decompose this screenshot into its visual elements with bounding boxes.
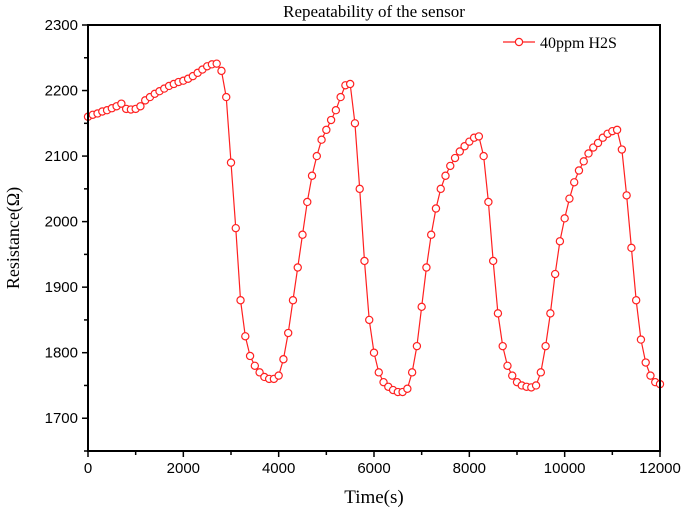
data-point xyxy=(631,296,641,305)
data-point xyxy=(436,184,445,194)
y-axis-label: Resistance(Ω) xyxy=(3,187,24,289)
y-tick-label: 2100 xyxy=(45,148,78,165)
legend-marker xyxy=(514,37,524,47)
y-tick-label: 2000 xyxy=(45,214,78,231)
data-point xyxy=(274,371,283,380)
x-tick-label: 4000 xyxy=(262,460,295,477)
data-point xyxy=(584,149,593,158)
y-tick-label: 1900 xyxy=(45,279,78,296)
data-point xyxy=(431,204,441,213)
data-point xyxy=(293,263,302,272)
data-point xyxy=(493,309,503,318)
data-point xyxy=(574,166,584,175)
series-line xyxy=(87,63,661,393)
data-point xyxy=(222,92,231,102)
plot-frame xyxy=(87,24,661,452)
legend-label: 40ppm H2S xyxy=(540,35,617,52)
data-point xyxy=(565,194,574,203)
data-point xyxy=(627,243,636,253)
data-point xyxy=(355,184,364,194)
data-point xyxy=(484,197,493,207)
data-point xyxy=(579,157,588,166)
y-tick-label: 1800 xyxy=(45,345,78,362)
data-point xyxy=(360,256,369,266)
data-point xyxy=(498,341,507,351)
data-point xyxy=(369,348,379,357)
data-point xyxy=(307,171,317,180)
x-tick-label: 10000 xyxy=(544,460,586,477)
data-point xyxy=(536,368,546,377)
x-tick-label: 6000 xyxy=(357,460,390,477)
data-point xyxy=(622,191,631,200)
data-point xyxy=(555,237,565,246)
data-point xyxy=(550,269,560,279)
data-point xyxy=(570,178,579,187)
data-point xyxy=(560,214,569,223)
data-point xyxy=(284,328,293,338)
data-point xyxy=(541,341,550,351)
data-point xyxy=(279,355,288,364)
data-point xyxy=(636,335,646,344)
data-point xyxy=(417,302,426,312)
data-point xyxy=(508,371,517,380)
data-point xyxy=(298,230,307,239)
data-point xyxy=(217,66,226,76)
data-point xyxy=(474,132,484,141)
x-tick-label: 0 xyxy=(84,460,92,477)
data-point xyxy=(350,119,360,128)
y-tick-label: 2300 xyxy=(45,17,78,34)
data-point xyxy=(646,371,655,380)
data-point xyxy=(503,361,512,370)
data-point xyxy=(427,230,436,239)
data-point xyxy=(641,358,650,367)
data-point xyxy=(403,384,412,393)
x-tick-label: 8000 xyxy=(453,460,486,477)
data-point xyxy=(422,263,431,272)
data-point xyxy=(312,151,321,161)
data-point xyxy=(303,197,312,207)
x-tick-label: 2000 xyxy=(167,460,200,477)
data-point xyxy=(374,368,383,377)
data-point xyxy=(446,161,455,171)
data-point xyxy=(331,105,341,115)
data-point xyxy=(617,145,627,154)
data-point xyxy=(488,256,498,266)
legend: 40ppm H2S xyxy=(503,35,617,52)
data-point xyxy=(441,171,450,180)
data-point xyxy=(326,115,336,125)
data-point xyxy=(245,351,255,361)
data-point xyxy=(455,147,464,156)
data-point xyxy=(117,99,126,108)
data-point xyxy=(250,361,260,370)
data-point xyxy=(365,315,374,325)
data-point xyxy=(226,158,236,167)
data-point xyxy=(479,151,488,161)
data-point xyxy=(136,102,145,111)
data-point xyxy=(322,125,331,135)
data-point xyxy=(450,153,460,163)
data-point xyxy=(612,125,622,135)
y-tick-label: 1700 xyxy=(45,410,78,427)
data-point xyxy=(336,92,345,102)
x-axis-label: Time(s) xyxy=(344,487,403,508)
data-point xyxy=(288,296,298,305)
data-point xyxy=(407,368,417,377)
data-point xyxy=(236,296,245,305)
data-point xyxy=(531,381,541,390)
chart-title: Repeatability of the sensor xyxy=(283,2,465,21)
data-point xyxy=(412,341,422,351)
x-tick-label: 12000 xyxy=(639,460,681,477)
data-point xyxy=(212,59,221,68)
y-tick-label: 2200 xyxy=(45,83,78,100)
data-point xyxy=(231,223,240,233)
data-point xyxy=(546,309,555,318)
data-point xyxy=(345,79,355,89)
data-point xyxy=(317,135,326,144)
data-point xyxy=(593,138,603,148)
data-point xyxy=(241,332,250,341)
